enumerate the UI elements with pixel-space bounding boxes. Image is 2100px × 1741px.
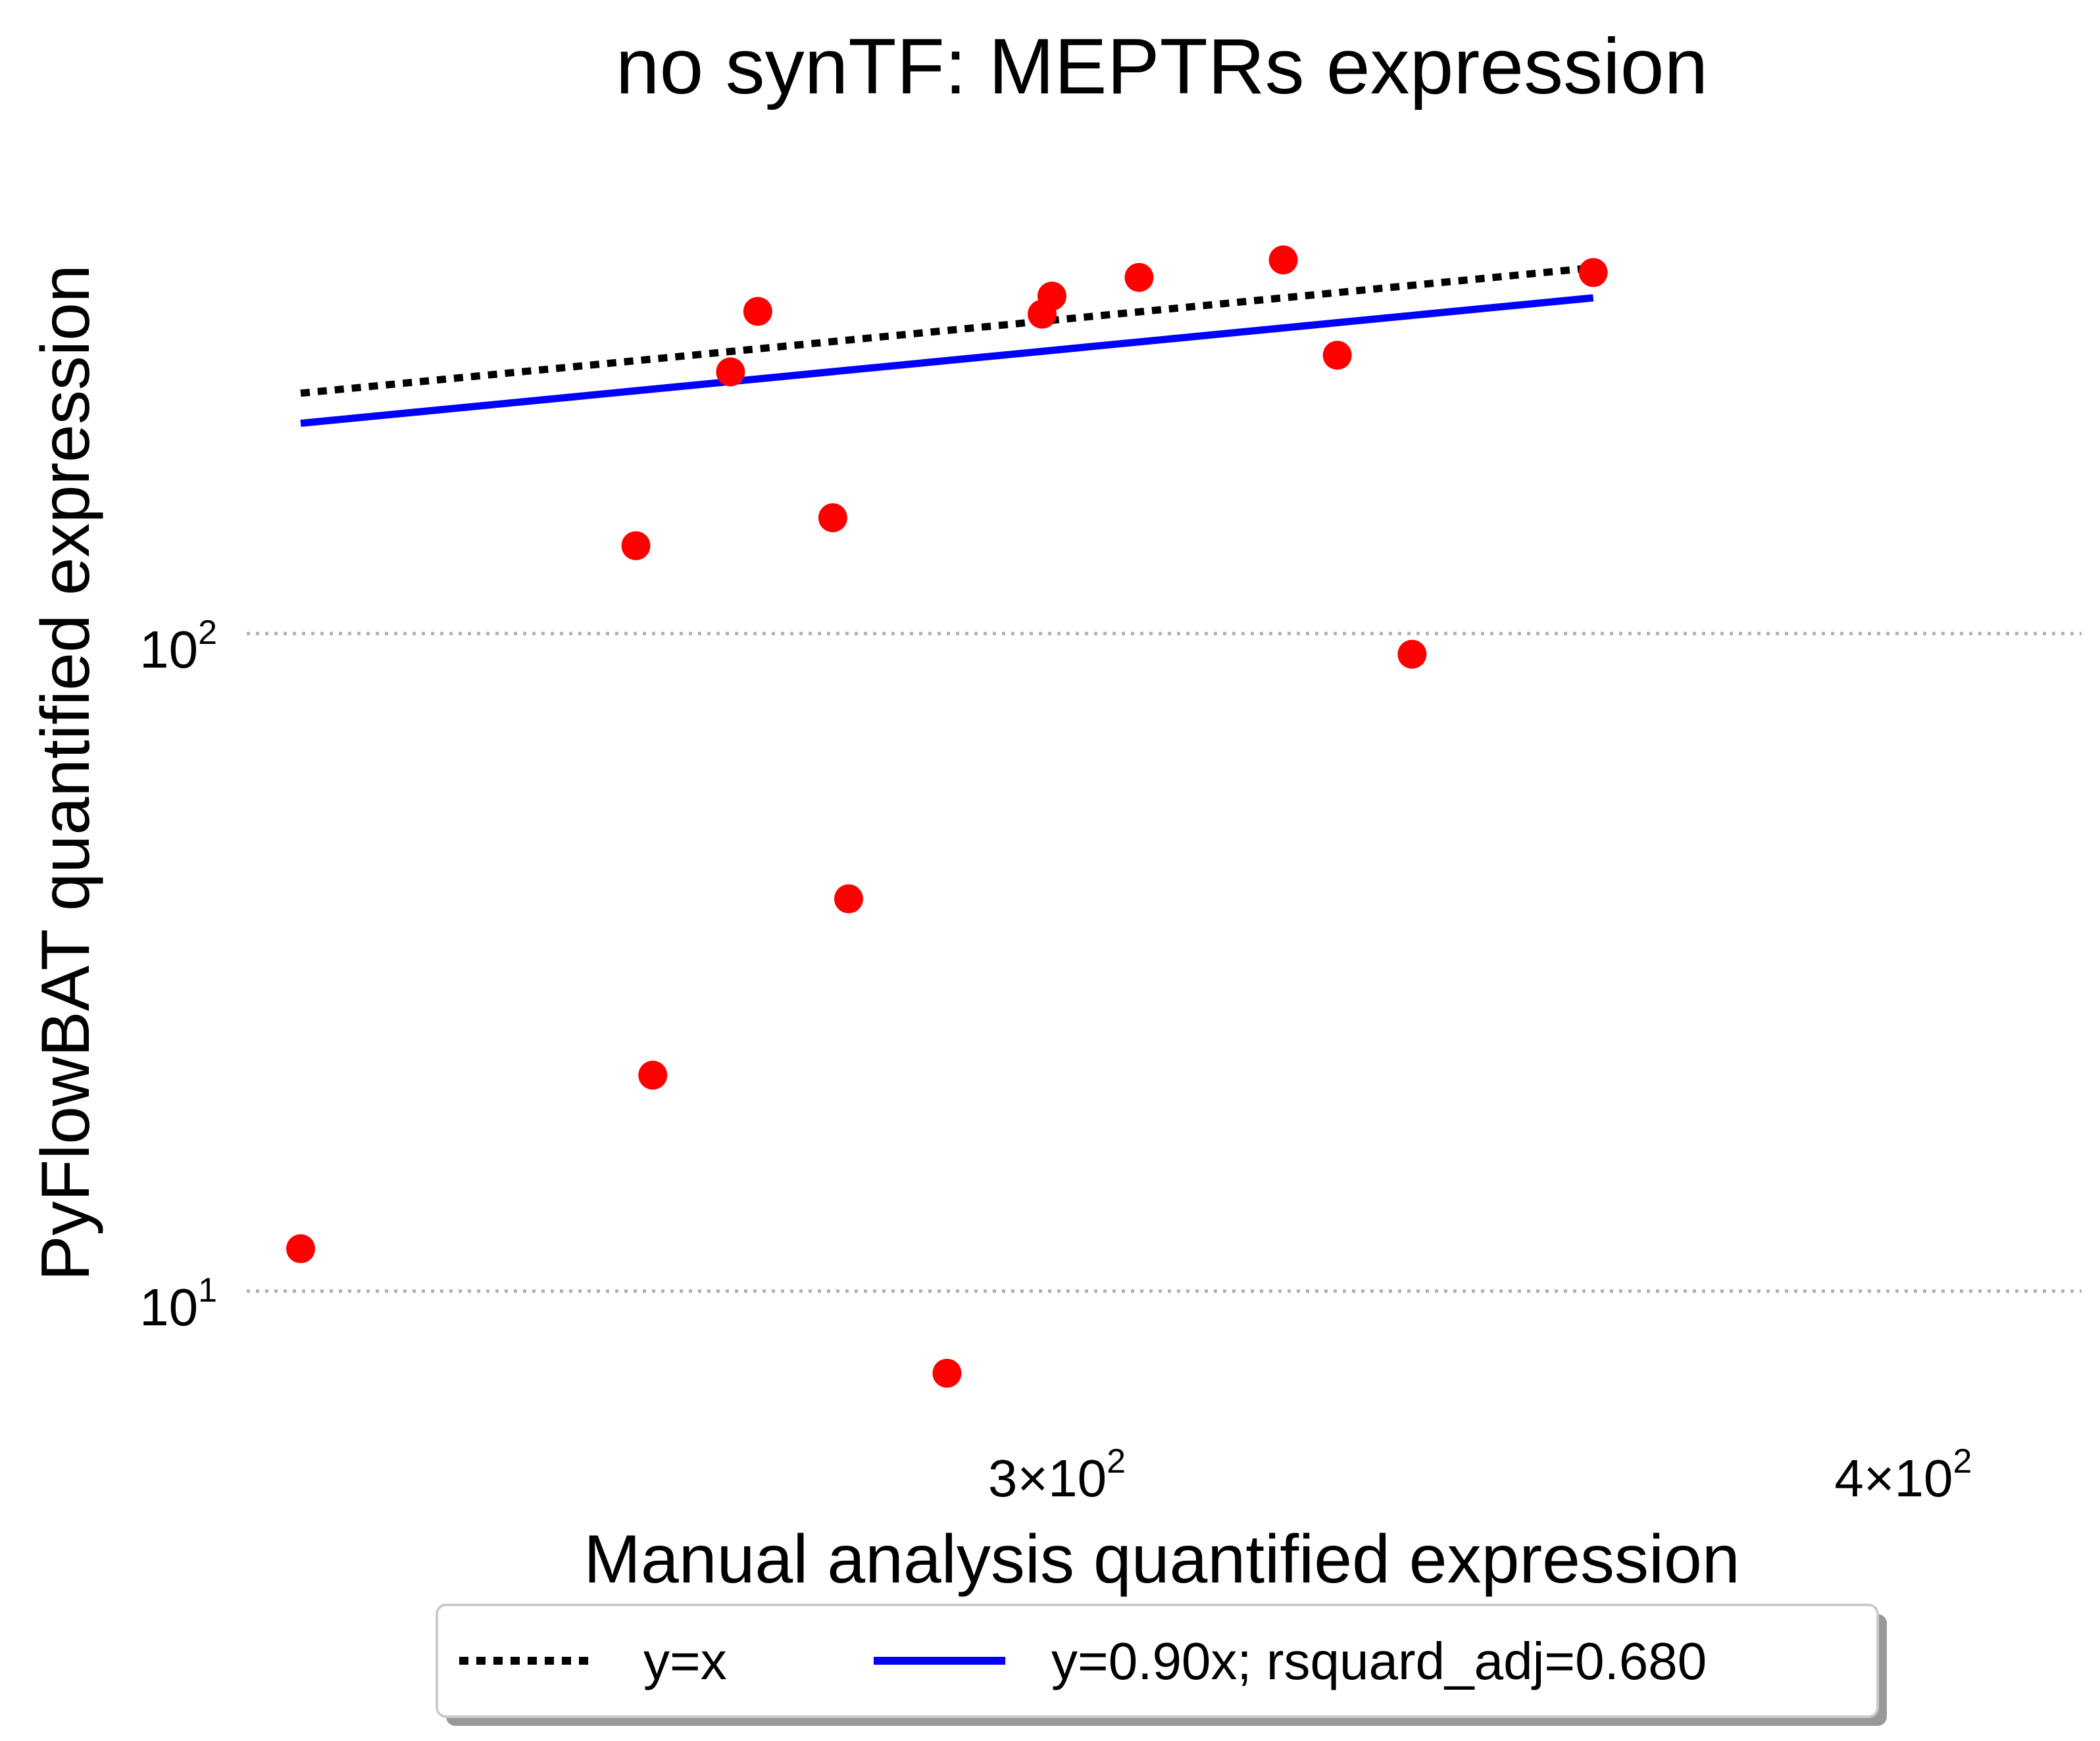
data-point: [932, 1358, 962, 1388]
chart-title: no synTF: MEPTRs expression: [616, 22, 1709, 110]
x-tick-part: ×: [1864, 1449, 1895, 1508]
data-point: [1578, 258, 1608, 287]
data-point: [286, 1234, 316, 1263]
legend: y=x y=0.90x; rsquard_adj=0.680: [436, 1604, 1887, 1726]
y-tick-base: 10: [139, 1278, 198, 1336]
data-point: [1037, 282, 1066, 311]
legend-box: [436, 1604, 1879, 1718]
y-tick-exponent: 1: [198, 1271, 217, 1310]
y-tick-label: 101: [139, 1271, 217, 1336]
data-point: [1124, 262, 1154, 292]
x-tick-exponent: 2: [1953, 1442, 1972, 1481]
y-tick-exponent: 2: [198, 614, 217, 652]
legend-label-y-equals-x: y=x: [643, 1632, 727, 1690]
y-tick-label: 102: [139, 614, 217, 679]
x-tick-part: 4: [1834, 1449, 1864, 1508]
x-axis-label: Manual analysis quantified expression: [584, 1521, 1740, 1598]
x-tick-label: 4×102: [1834, 1442, 1972, 1508]
x-tick-part: 10: [1895, 1449, 1953, 1508]
y-tick-base: 10: [139, 620, 198, 679]
x-tick-label: 3×102: [988, 1442, 1126, 1508]
data-point: [1322, 341, 1352, 370]
identity-line: [300, 264, 1594, 397]
data-point: [834, 884, 863, 914]
x-tick-part: 10: [1048, 1449, 1107, 1508]
y-axis-label: PyFlowBAT quantified expression: [28, 264, 104, 1281]
data-points: [286, 245, 1608, 1388]
data-point: [1268, 245, 1298, 275]
data-point: [743, 297, 772, 326]
y-gridlines: [247, 631, 2082, 1293]
x-tick-part: 3: [988, 1449, 1018, 1508]
x-tick-part: ×: [1017, 1449, 1048, 1508]
data-point: [716, 357, 745, 387]
data-point: [1397, 639, 1427, 669]
data-point: [818, 503, 847, 533]
legend-label-fit: y=0.90x; rsquard_adj=0.680: [1051, 1632, 1707, 1690]
x-tick-exponent: 2: [1107, 1442, 1126, 1481]
data-point: [638, 1060, 668, 1090]
regression-line: [300, 294, 1594, 428]
data-point: [621, 531, 651, 560]
x-tick-labels: 3×102 4×102: [988, 1442, 1972, 1508]
fit-lines: [300, 264, 1594, 428]
